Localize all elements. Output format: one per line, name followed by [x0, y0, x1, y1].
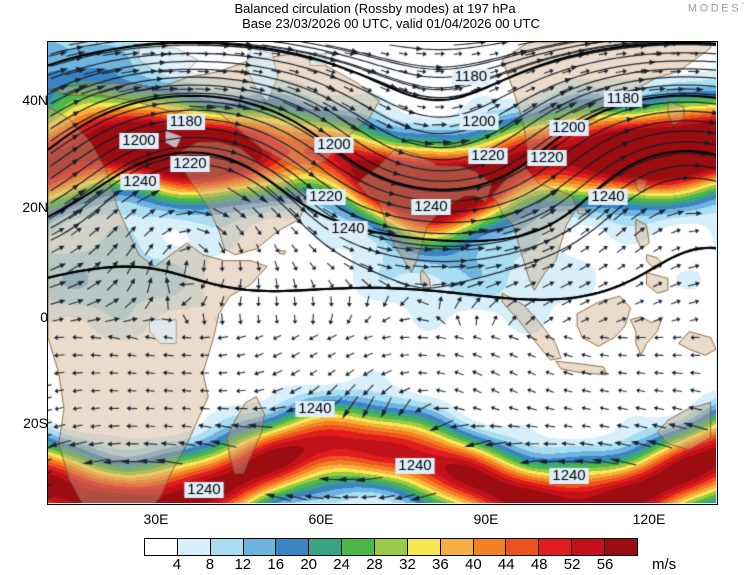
- colorbar-tick-8: 8: [205, 556, 215, 573]
- colorbar-units-label: m/s: [652, 556, 677, 573]
- colorbar-segment-0: [145, 539, 178, 555]
- colorbar-tick-32: 32: [399, 556, 416, 573]
- colorbar-segment-7: [375, 539, 408, 555]
- colorbar-segment-8: [407, 539, 441, 555]
- colorbar-segment-10: [473, 539, 507, 555]
- colorbar-tick-36: 36: [432, 556, 449, 573]
- colorbar-tick-56: 56: [596, 556, 614, 573]
- colorbar-segment-4: [276, 539, 310, 555]
- y-tick-40N: 40N: [22, 92, 48, 108]
- colorbar-tick-44: 44: [497, 556, 515, 573]
- colorbar-segment-1: [177, 539, 211, 555]
- colorbar-tick-28: 28: [366, 556, 383, 573]
- colorbar-tick-40: 40: [464, 556, 482, 573]
- y-tick-20S: 20S: [23, 415, 48, 431]
- chart-subtitle: Base 23/03/2026 00 UTC, valid 01/04/2026…: [242, 16, 540, 31]
- modes-logo-text: MODES: [687, 2, 742, 15]
- colorbar-tick-4: 4: [172, 556, 182, 573]
- colorbar-segment-6: [342, 539, 376, 555]
- colorbar-tick-12: 12: [234, 556, 252, 573]
- colorbar-segment-3: [243, 539, 277, 555]
- colorbar-tick-24: 24: [333, 556, 350, 573]
- chart-title-block: Balanced circulation (Rossby modes) at 1…: [0, 1, 750, 31]
- colorbar-segment-9: [440, 539, 474, 555]
- x-tick-120E: 120E: [632, 511, 666, 527]
- colorbar-segment-13: [572, 539, 606, 555]
- colorbar-tick-48: 48: [530, 556, 548, 573]
- colorbar-segment-2: [210, 539, 244, 555]
- y-tick-0: 0: [40, 309, 48, 325]
- colorbar-tick-52: 52: [563, 556, 581, 573]
- x-tick-60E: 60E: [308, 511, 334, 527]
- colorbar-tick-20: 20: [300, 556, 317, 573]
- colorbar-segment-12: [539, 539, 573, 555]
- colorbar-tick-16: 16: [267, 556, 285, 573]
- colorbar-tick-labels: 4 8 12 16 20 24 28 32 36 40 44 48 52 56: [144, 557, 638, 575]
- x-tick-30E: 30E: [143, 511, 169, 527]
- colorbar-segment-5: [309, 539, 343, 555]
- modes-logo: MODES°: [688, 2, 744, 15]
- y-tick-20N: 20N: [22, 199, 48, 215]
- colorbar-segment-11: [506, 539, 540, 555]
- modes-logo-mark: °: [741, 2, 744, 9]
- map-plot-area: [47, 41, 718, 505]
- weather-map-canvas: [48, 42, 716, 503]
- colorbar: [144, 538, 638, 556]
- page-title: Balanced circulation (Rossby modes) at 1…: [234, 1, 516, 16]
- x-tick-90E: 90E: [473, 511, 499, 527]
- colorbar-segment-14: [605, 539, 637, 555]
